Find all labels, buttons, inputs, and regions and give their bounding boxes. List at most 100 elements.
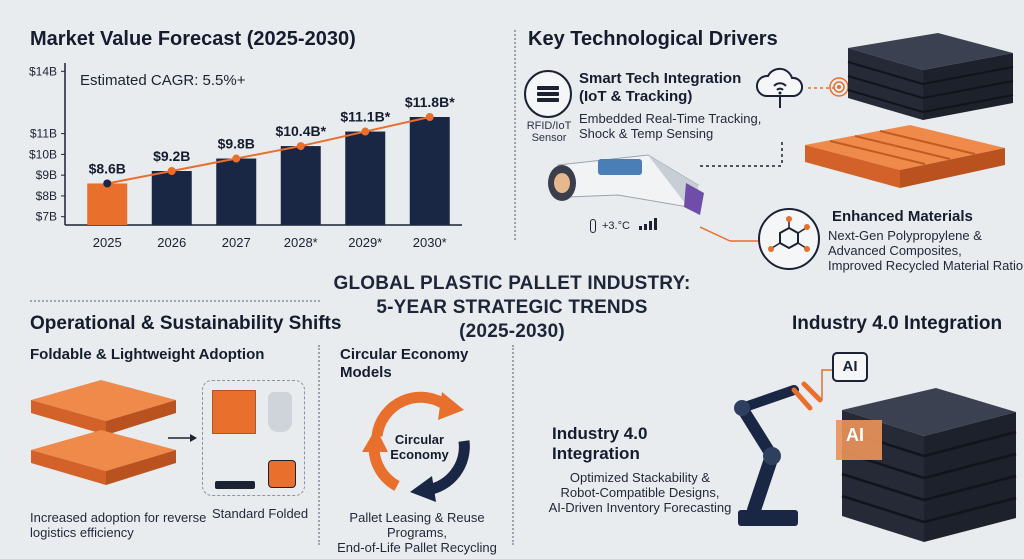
market-chart: $7B $8B $9B $10B $11B $14B $8.6B 2025 $9.2B 2026 $… [29, 63, 462, 250]
standard-folded-labels: Standard Folded [212, 506, 308, 521]
cagr-annotation: Estimated CAGR: 5.5%+ [80, 72, 245, 89]
industry-sub-1: Industry 4.0 [552, 424, 648, 443]
cagr-text: Estimated CAGR: 5.5%+ [80, 72, 246, 89]
circular-title: Circular Economy Models [340, 346, 468, 382]
bar [280, 146, 321, 225]
tech-connectors [700, 87, 836, 167]
industry-sub-2: Integration [552, 444, 640, 463]
chip-connector [821, 369, 832, 400]
bar-value-label: $11.8B* [405, 94, 455, 110]
x-tick-label: 2025 [93, 235, 122, 250]
tech-title: Key Technological Drivers [528, 28, 778, 50]
foldable-pallets-icon [31, 380, 176, 485]
bar-value-label: $9.8B [218, 136, 255, 152]
smart-desc-1: Embedded Real-Time Tracking, [579, 111, 762, 126]
signal-bars-icon [639, 218, 659, 233]
folded-pallet-icon [268, 460, 296, 488]
standard-label: Standard [212, 506, 265, 521]
ai-chip-label: AI [842, 358, 858, 375]
stacked-pallets-icon [847, 33, 1014, 120]
trend-point [103, 179, 112, 188]
bar-value-label: $8.6B [89, 160, 126, 176]
bar [409, 117, 450, 225]
industry-title: Industry 4.0 Integration [792, 313, 1003, 334]
industry-desc-1: Optimized Stackability & [569, 470, 711, 485]
bar [345, 131, 386, 225]
molecule-icon [758, 208, 820, 270]
mat-desc-2: Advanced Composites, [828, 243, 962, 258]
standard-folded-box [202, 380, 305, 496]
circ-center-2: Economy [390, 447, 449, 462]
bar-value-label: $10.4B* [275, 123, 326, 139]
fold-caption-1: Increased adoption for reverse [30, 510, 207, 525]
circ-desc-2: End-of-Life Pallet Recycling [337, 540, 497, 555]
divider-bottom [512, 345, 514, 545]
trend-line [107, 116, 430, 185]
trend-point [232, 154, 241, 163]
circ-title-2: Models [340, 364, 392, 381]
fold-caption-2: logistics efficiency [30, 525, 134, 540]
folded-label: Folded [268, 506, 309, 521]
chart-title: Market Value Forecast (2025-2030) [30, 28, 356, 50]
sensor-label-2: Sensor [531, 132, 567, 144]
circular-desc: Pallet Leasing & Reuse Programs, End-of-… [322, 510, 512, 555]
smart-title-1: Smart Tech Integration [579, 70, 742, 87]
thermometer-icon [590, 219, 596, 233]
fold-title: Foldable & Lightweight Adoption [30, 346, 265, 363]
mat-desc-3: Improved Recycled Material Ratio [828, 258, 1024, 273]
industry-desc: Optimized Stackability & Robot-Compatibl… [540, 470, 740, 515]
industry-sub-title: Industry 4.0 Integration [552, 424, 647, 464]
arrow-right-icon [168, 434, 197, 442]
circular-center: Circular Economy [382, 432, 457, 462]
bar-value-label: $9.2B [153, 148, 190, 164]
x-tick-label: 2026 [157, 235, 186, 250]
standard-pallet-icon [212, 390, 256, 434]
tool-icon [268, 392, 292, 432]
y-tick-label: $9B [36, 168, 57, 182]
ops-title: Operational & Sustainability Shifts [30, 313, 342, 334]
mat-desc-1: Next-Gen Polypropylene & [828, 228, 982, 243]
main-title-line1: GLOBAL PLASTIC PALLET INDUSTRY: [333, 273, 691, 294]
orange-pallet-icon [805, 125, 1005, 188]
x-tick-label: 2028* [284, 235, 318, 250]
circular-arrows-icon [362, 391, 470, 502]
materials-desc: Next-Gen Polypropylene & Advanced Compos… [828, 228, 1023, 273]
divider-left [30, 300, 320, 302]
sensor-label: RFID/IoT Sensor [518, 120, 580, 144]
x-tick-label: 2027 [222, 235, 251, 250]
temp-value: +3.°C [602, 219, 630, 232]
main-title-line2: 5-YEAR STRATEGIC TRENDS [376, 297, 648, 318]
y-tick-label: $14B [29, 64, 57, 78]
smart-desc-2: Shock & Temp Sensing [579, 126, 714, 141]
circ-center-1: Circular [394, 432, 445, 447]
bar [151, 171, 192, 225]
y-tick-label: $11B [30, 127, 57, 141]
trend-point [167, 167, 176, 175]
bar [216, 158, 257, 225]
bar [87, 183, 128, 225]
main-title-line3: (2025-2030) [459, 321, 565, 342]
circ-title-1: Circular Economy [340, 346, 469, 363]
cloud-iot-icon [756, 67, 803, 108]
bar-value-label: $11.1B* [340, 109, 390, 125]
ai-pallet-cube-icon [836, 388, 1017, 542]
y-tick-label: $7B [36, 210, 57, 224]
industry-desc-3: AI-Driven Inventory Forecasting [548, 500, 732, 515]
trend-point [361, 127, 370, 136]
materials-title: Enhanced Materials [832, 208, 973, 225]
x-tick-label: 2029* [348, 235, 382, 250]
smart-title-2: (IoT & Tracking) [579, 88, 693, 105]
materials-connector [700, 226, 758, 242]
sensor-label-1: RFID/IoT [526, 120, 572, 132]
folded-pallet-base-icon [215, 481, 255, 489]
robot-arm-icon [734, 381, 823, 526]
x-tick-label: 2030* [413, 235, 447, 250]
fold-caption: Increased adoption for reverse logistics… [30, 510, 206, 540]
scanner-device-icon [548, 154, 704, 215]
trend-point [296, 142, 305, 151]
ai-box-label: AI [846, 425, 864, 445]
y-tick-label: $10B [29, 147, 57, 161]
divider-top [514, 30, 516, 240]
industry-desc-2: Robot-Compatible Designs, [560, 485, 720, 500]
smart-tech-title: Smart Tech Integration (IoT & Tracking) [579, 70, 741, 106]
